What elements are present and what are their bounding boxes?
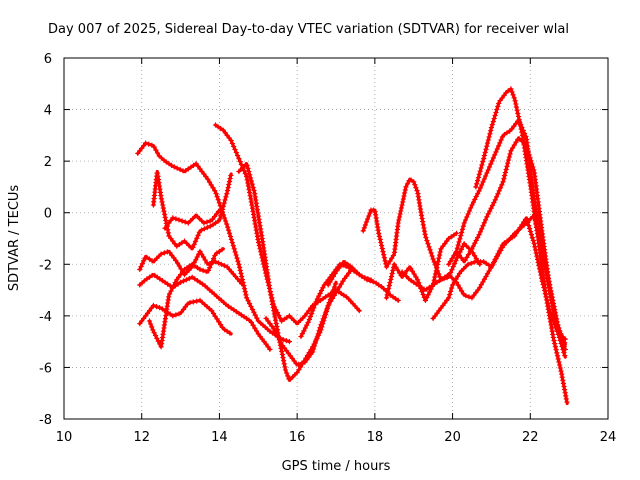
series-satellite-12 <box>325 260 401 303</box>
x-tick-label: 20 <box>444 430 461 445</box>
x-tick-label: 22 <box>522 430 539 445</box>
series-layer <box>135 86 570 406</box>
y-tick-label: 6 <box>44 52 52 67</box>
series-satellite-2 <box>137 248 245 287</box>
series-satellite-5 <box>146 247 225 350</box>
y-tick-label: -6 <box>39 361 52 376</box>
ticks <box>63 57 609 420</box>
plus-markers <box>137 297 233 336</box>
series-satellite-3 <box>137 272 273 352</box>
plus-markers <box>150 170 234 251</box>
series-satellite-19 <box>473 86 570 406</box>
y-axis-label: SDTVAR / TECUs <box>7 185 22 292</box>
x-tick-label: 12 <box>133 430 150 445</box>
plus-markers <box>137 272 273 352</box>
series-satellite-6 <box>150 169 234 251</box>
plus-markers <box>146 247 225 350</box>
y-tick-label: -8 <box>39 413 52 428</box>
plot-frame <box>63 57 609 420</box>
x-tick-labels: 10 12 14 16 18 20 22 24 <box>56 430 617 445</box>
plus-markers <box>263 268 354 367</box>
x-tick-label: 14 <box>211 430 228 445</box>
y-tick-label: 0 <box>44 207 52 222</box>
y-tick-label: -4 <box>39 310 52 325</box>
series-satellite-4 <box>137 297 233 336</box>
x-tick-label: 18 <box>367 430 384 445</box>
plus-markers <box>473 86 570 405</box>
x-axis-label: GPS time / hours <box>282 459 391 474</box>
grid <box>64 58 608 419</box>
plus-markers <box>325 260 401 303</box>
y-tick-label: 4 <box>44 104 52 119</box>
plus-markers <box>137 248 245 287</box>
chart-title: Day 007 of 2025, Sidereal Day-to-day VTE… <box>48 22 569 37</box>
y-tick-label: 2 <box>44 155 52 170</box>
series-satellite-10 <box>263 267 354 367</box>
y-tick-label: -2 <box>39 258 52 273</box>
series-satellite-7 <box>162 208 222 231</box>
y-tick-labels: -8 -6 -4 -2 0 2 4 6 <box>39 52 52 428</box>
x-tick-label: 10 <box>56 430 73 445</box>
x-tick-label: 16 <box>289 430 306 445</box>
plus-markers <box>162 208 222 231</box>
plus-markers <box>453 118 568 352</box>
x-tick-label: 24 <box>600 430 617 445</box>
